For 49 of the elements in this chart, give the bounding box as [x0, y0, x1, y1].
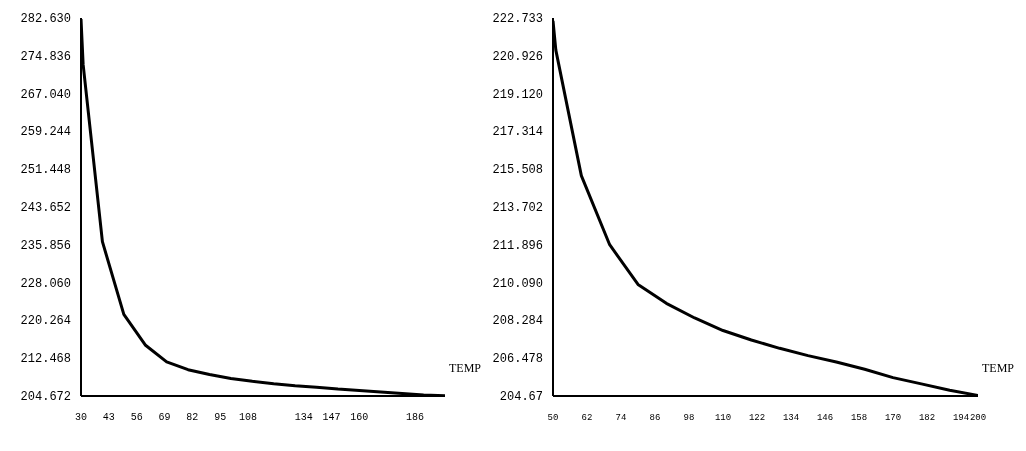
y-tick-label: 228.060 [20, 276, 71, 291]
x-tick-label: 43 [102, 412, 115, 423]
y-tick-label: 219.120 [492, 87, 543, 102]
x-tick-label: 95 [214, 412, 227, 423]
x-tick-label: 30 [74, 412, 88, 423]
x-tick-label: 50 [547, 413, 559, 423]
x-tick-label: 200 [969, 413, 987, 423]
x-tick-label: 82 [186, 412, 199, 423]
x-tick-label: 74 [615, 413, 627, 423]
x-axis-title: TEMP [449, 361, 482, 375]
x-tick-label: 69 [158, 412, 171, 423]
y-tick-label: 213.702 [492, 201, 543, 216]
x-tick-label: 122 [748, 413, 766, 423]
x-tick-label: 146 [816, 413, 834, 423]
y-tick-label: 215.508 [492, 163, 543, 178]
y-tick-label: 211.896 [492, 238, 543, 253]
y-tick-label: 208.284 [492, 314, 543, 329]
x-axis-title: TEMP [982, 361, 1015, 375]
x-tick-label: 194 [952, 413, 970, 423]
y-tick-label: 259.244 [20, 125, 71, 140]
x-tick-label: 98 [683, 413, 695, 423]
y-tick-label: 267.040 [20, 87, 71, 102]
x-tick-label: 134 [782, 413, 800, 423]
y-tick-label: 212.468 [20, 352, 71, 367]
x-tick-label: 108 [239, 412, 258, 423]
y-tick-label: 220.926 [492, 49, 543, 64]
x-tick-label: 186 [406, 412, 425, 423]
x-tick-label: 170 [884, 413, 902, 423]
y-tick-label: 217.314 [492, 125, 543, 140]
y-tick-label: 251.448 [20, 163, 71, 178]
x-tick-label: 160 [350, 412, 369, 423]
x-tick-label: 86 [649, 413, 661, 423]
x-tick-label: 62 [581, 413, 593, 423]
y-tick-label: 235.856 [20, 238, 71, 253]
y-tick-label: 243.652 [20, 201, 71, 215]
x-tick-label: 110 [714, 413, 732, 423]
x-tick-label: 134 [294, 412, 313, 423]
y-tick-label: 206.478 [492, 352, 543, 367]
x-tick-label: 182 [918, 413, 936, 423]
y-tick-label: 274.836 [20, 49, 71, 64]
y-tick-label: 210.090 [492, 276, 543, 291]
y-tick-label: 222.733 [492, 12, 543, 26]
y-tick-label: 204.672 [20, 390, 71, 404]
y-tick-label: 220.264 [20, 314, 71, 329]
y-tick-label: 204.67 [499, 390, 543, 404]
x-tick-label: 56 [130, 412, 143, 423]
x-tick-label: 158 [850, 413, 868, 423]
y-tick-label: 282.630 [20, 12, 71, 26]
x-tick-label: 147 [322, 412, 341, 423]
